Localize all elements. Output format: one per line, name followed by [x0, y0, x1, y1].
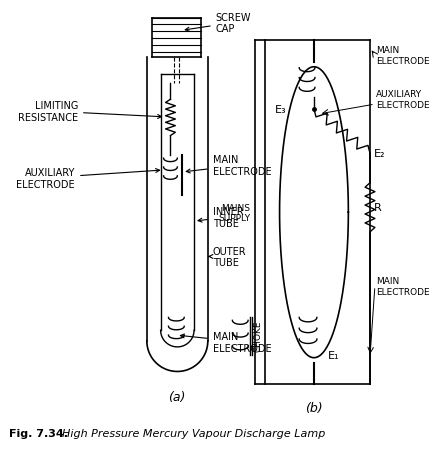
Text: OUTER
TUBE: OUTER TUBE: [209, 246, 246, 267]
Text: E₁: E₁: [328, 350, 339, 360]
Text: MAIN
ELECTRODE: MAIN ELECTRODE: [186, 155, 272, 176]
Text: R: R: [374, 203, 382, 213]
Text: MAINS
SUPPLY: MAINS SUPPLY: [218, 203, 250, 222]
Text: CHOKE: CHOKE: [253, 320, 262, 351]
Text: (b): (b): [305, 401, 323, 414]
Text: SCREW
CAP: SCREW CAP: [185, 13, 251, 34]
Text: E₂: E₂: [374, 149, 385, 159]
Text: E₃: E₃: [275, 105, 286, 115]
Text: LIMITING
RESISTANCE: LIMITING RESISTANCE: [18, 101, 162, 123]
Text: Fig. 7.34.: Fig. 7.34.: [9, 428, 68, 438]
Text: AUXILIARY
ELECTRODE: AUXILIARY ELECTRODE: [376, 90, 430, 110]
Text: INNER
TUBE: INNER TUBE: [198, 207, 243, 228]
Text: High Pressure Mercury Vapour Discharge Lamp: High Pressure Mercury Vapour Discharge L…: [55, 428, 326, 438]
Text: MAIN
ELECTRODE: MAIN ELECTRODE: [376, 46, 430, 65]
Text: MAIN
ELECTRODE: MAIN ELECTRODE: [376, 276, 430, 296]
Text: (a): (a): [167, 390, 185, 403]
Text: AUXILIARY
ELECTRODE: AUXILIARY ELECTRODE: [16, 168, 159, 189]
Text: MAIN
ELECTRODE: MAIN ELECTRODE: [180, 331, 272, 353]
